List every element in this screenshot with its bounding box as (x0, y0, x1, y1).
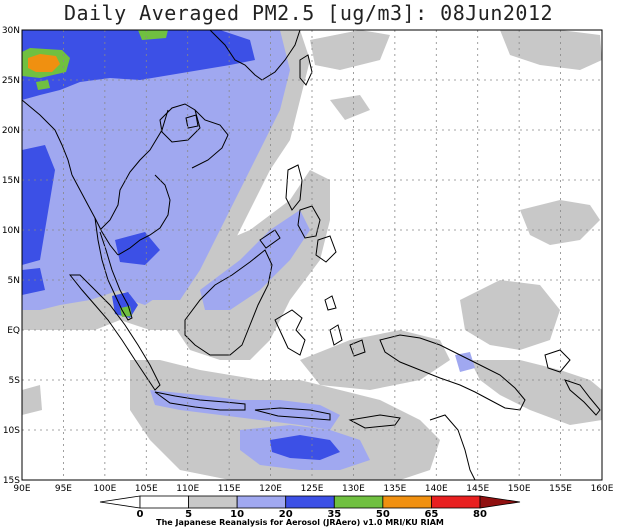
colorbar-segment (333, 495, 384, 509)
lat-tick-label: 25N (2, 76, 20, 86)
colorbar-level-label: 5 (185, 509, 192, 520)
lon-tick-label: 140E (425, 484, 448, 494)
lon-tick-label: 150E (508, 484, 531, 494)
lat-tick-label: 5N (8, 276, 20, 286)
colorbar-level-label: 20 (279, 509, 293, 520)
lat-tick-label: 10N (2, 226, 20, 236)
colorbar-segment (236, 495, 287, 509)
lon-tick-label: 100E (93, 484, 116, 494)
colorbar-level-label: 50 (376, 509, 390, 520)
colorbar-segment (382, 495, 432, 509)
lon-tick-label: 125E (301, 484, 324, 494)
lon-tick-label: 145E (466, 484, 489, 494)
colorbar-level-label: 80 (473, 509, 487, 520)
lon-tick-label: 115E (218, 484, 241, 494)
colorbar-segment (188, 495, 238, 509)
lon-tick-label: 110E (176, 484, 199, 494)
lat-tick-label: 30N (2, 26, 20, 36)
lat-tick-label: 5S (9, 376, 21, 386)
colorbar-level-label: 65 (424, 509, 438, 520)
lon-tick-label: 155E (549, 484, 572, 494)
field-level-35 (22, 30, 340, 460)
lon-tick-label: 120E (259, 484, 282, 494)
lat-tick-label: 10S (3, 426, 20, 436)
lat-tick-label: 15N (2, 176, 20, 186)
plot-frame (21, 29, 603, 481)
colorbar-arrow-low (99, 495, 141, 509)
lon-tick-label: 135E (383, 484, 406, 494)
lat-tick-label: 20N (2, 126, 20, 136)
colorbar-segment (139, 495, 189, 509)
colorbar-segment (431, 495, 481, 509)
lon-tick-label: 105E (135, 484, 158, 494)
lat-tick-label: EQ (7, 326, 20, 336)
lon-tick-label: 130E (342, 484, 365, 494)
colorbar-level-label: 35 (327, 509, 341, 520)
colorbar: 0 5 10 20 35 50 65 80 (99, 495, 521, 520)
coastlines (22, 30, 601, 480)
lon-tick-label: 95E (55, 484, 72, 494)
latitude-labels: 30N 25N 20N 15N 10N 5N EQ 5S 10S 15S (2, 26, 20, 486)
longitude-labels: 90E 95E 100E 105E 110E 115E 120E 125E 130E 135E 14… (13, 484, 613, 494)
colorbar-segment (285, 495, 335, 509)
grid-lines (22, 30, 602, 480)
map-title: Daily Averaged PM2.5 [ug/m3]: 08Jun2012 (63, 1, 554, 25)
colorbar-level-label: 0 (137, 509, 144, 520)
colorbar-level-label: 10 (230, 509, 244, 520)
field-level-65 (28, 54, 60, 72)
lon-tick-label: 90E (13, 484, 30, 494)
lat-tick-label: 15S (3, 476, 20, 486)
credit-text: The Japanese Reanalysis for Aerosol (JRA… (156, 518, 444, 527)
lon-tick-label: 160E (591, 484, 614, 494)
colorbar-arrow-high (479, 495, 521, 509)
